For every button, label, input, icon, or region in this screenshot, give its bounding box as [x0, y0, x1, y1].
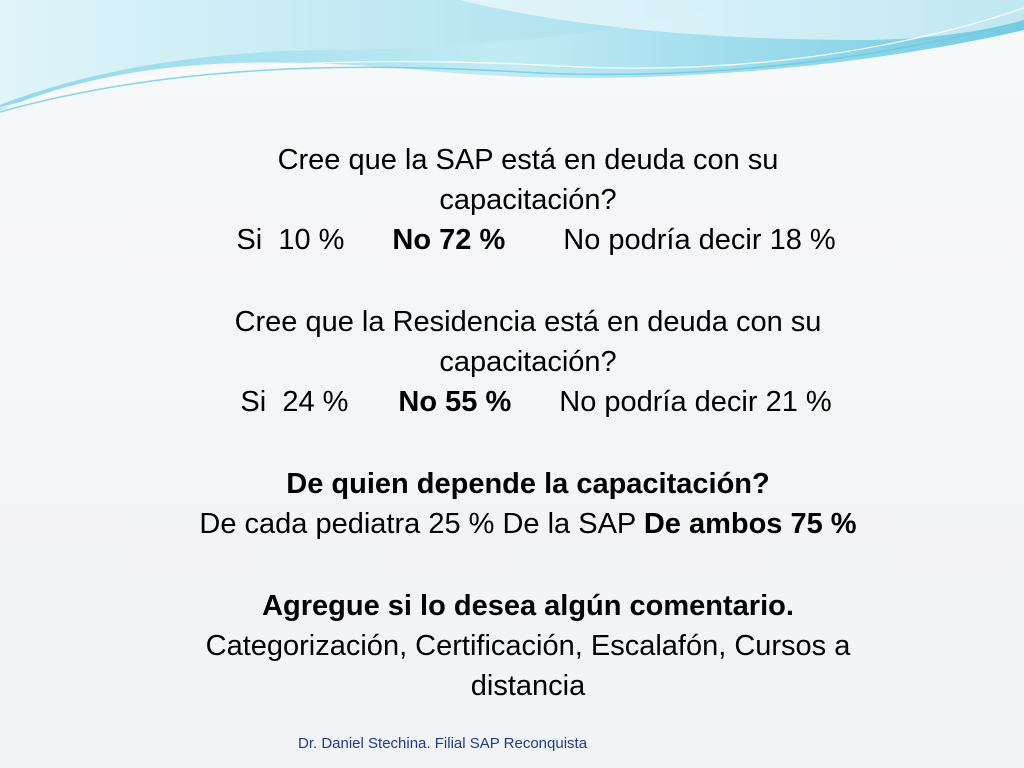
q2-question-line2: capacitación?	[439, 346, 617, 378]
q2-question-line1: Cree que la Residencia está en deuda con…	[234, 306, 822, 338]
q3-question: De quien depende la capacitación?	[286, 468, 770, 500]
q4-answer-line2: distancia	[470, 670, 586, 702]
q1-answers: Si 10 % No 72 % No podría decir 18 %	[100, 220, 956, 260]
survey-results: Cree que la SAP está en deuda con su cap…	[100, 140, 956, 706]
q4-answer-line1: Categorización, Certificación, Escalafón…	[205, 630, 851, 662]
q1-question-line1: Cree que la SAP está en deuda con su	[277, 144, 779, 176]
q1-answer-si: Si 10 %	[236, 224, 345, 256]
q2-answer-si: Si 24 %	[240, 386, 349, 418]
q3-answers: De cada pediatra 25 % De la SAP De ambos…	[100, 504, 956, 544]
q2-answer-no: No 55 %	[398, 386, 512, 418]
q1-answer-no-sabe: No podría decir 18 %	[563, 224, 836, 256]
q1-answer-no: No 72 %	[392, 224, 506, 256]
footer-author: Dr. Daniel Stechina. Filial SAP Reconqui…	[298, 735, 588, 752]
q2-answers: Si 24 % No 55 % No podría decir 21 %	[100, 382, 956, 422]
q3-answer-plain: De cada pediatra 25 % De la SAP	[199, 508, 644, 540]
q2-answer-no-sabe: No podría decir 21 %	[559, 386, 832, 418]
header-wave-decoration	[0, 0, 1024, 113]
q3-answer-bold: De ambos 75 %	[643, 508, 857, 540]
q1-question-line2: capacitación?	[439, 184, 617, 216]
q4-question: Agregue si lo desea algún comentario.	[262, 590, 794, 622]
